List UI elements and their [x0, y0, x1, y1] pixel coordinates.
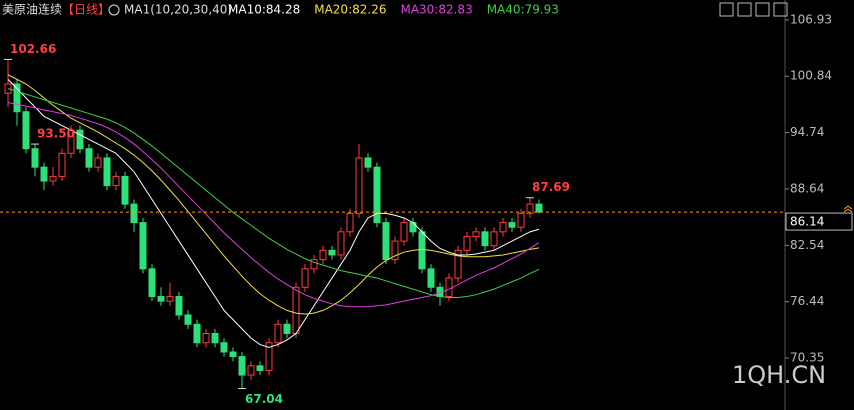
candle-body [418, 231, 426, 270]
candle-body [427, 268, 435, 288]
candle-body [94, 157, 102, 168]
high-label: 102.66 [10, 42, 56, 56]
low-label: 67.04 [245, 392, 283, 406]
candle-body [211, 332, 219, 344]
candle-body [301, 268, 309, 288]
period-label: 【日线】 [62, 3, 110, 17]
candle-body [355, 157, 363, 214]
ma-line [7, 101, 540, 308]
candle-body [58, 152, 66, 177]
candle-body [76, 129, 84, 150]
candle-body [256, 365, 264, 371]
candle-body [40, 166, 48, 182]
candle-body [535, 203, 543, 213]
candle-body [202, 332, 210, 344]
last-price-box [785, 212, 853, 231]
instrument-title: 美原油连续 [2, 2, 62, 17]
candle-body [103, 157, 111, 187]
candle-body [49, 175, 57, 182]
y-tick-label: 106.93 [790, 12, 832, 26]
ma-line [7, 74, 540, 315]
candle-body [229, 351, 237, 358]
toolbar-icons [719, 2, 788, 17]
candle-body [13, 83, 21, 113]
last-price-arrow [843, 205, 853, 213]
candle-body [31, 148, 39, 168]
candle-body [193, 323, 201, 344]
candle-body [400, 222, 408, 242]
candle-body [517, 212, 525, 228]
candle-body [508, 222, 516, 228]
last-price-label: 86.14 [790, 215, 824, 229]
icon[interactable] [773, 2, 788, 17]
candle-body [130, 203, 138, 224]
candle-body [22, 111, 30, 150]
candle-body [274, 323, 282, 344]
legend-entry: MA30:82.83 [400, 3, 472, 17]
icon[interactable] [719, 2, 734, 17]
candle-body [121, 175, 129, 205]
y-tick-label: 82.54 [790, 238, 824, 252]
candle-body [481, 231, 489, 247]
legend-entry: MA20:82.26 [314, 3, 386, 17]
candle-body [373, 166, 381, 224]
candle-body [391, 240, 399, 261]
icon[interactable] [755, 2, 770, 17]
candle-body [346, 212, 354, 233]
candle-body [247, 365, 255, 376]
candle-body [472, 231, 480, 237]
candle-body [166, 296, 174, 302]
y-tick-label: 88.64 [790, 181, 824, 195]
icon[interactable] [737, 2, 752, 17]
candle-body [337, 231, 345, 256]
y-tick-label: 94.74 [790, 125, 824, 139]
y-tick-label: 100.84 [790, 69, 832, 83]
high-label: 93.50 [37, 127, 75, 141]
indicator-label: MA1(10,20,30,40) [124, 3, 232, 17]
candle-body [112, 175, 120, 187]
candle-body [499, 222, 507, 233]
ma-line [7, 79, 540, 348]
high-label: 87.69 [532, 180, 570, 194]
candle-body [283, 323, 291, 334]
watermark: 1QH.CN [732, 361, 826, 389]
legend-entry: MA40:79.93 [487, 3, 559, 17]
y-tick-label: 76.44 [790, 294, 824, 308]
candle-body [454, 249, 462, 279]
candle-body [148, 268, 156, 298]
legend-entry: MA10:84.28 [228, 3, 300, 17]
candle-body [292, 286, 300, 334]
settings-icon[interactable] [108, 4, 120, 16]
candle-body [382, 222, 390, 261]
candle-body [157, 296, 165, 302]
candle-body [310, 259, 318, 270]
y-tick-label: 70.35 [790, 350, 824, 364]
candle-body [490, 231, 498, 247]
candle-body [319, 249, 327, 261]
candle-body [409, 222, 417, 233]
candle-body [85, 148, 93, 168]
candle-body [328, 249, 336, 256]
candle-body [220, 342, 228, 353]
candle-body [445, 277, 453, 298]
ma-line [7, 88, 540, 298]
candle-body [175, 296, 183, 316]
candle-body [139, 222, 147, 270]
candle-body [526, 203, 534, 214]
candle-body [184, 314, 192, 325]
candle-body [463, 235, 471, 251]
candle-body [364, 157, 372, 168]
candle-body [238, 356, 246, 376]
candle-body [265, 342, 273, 371]
